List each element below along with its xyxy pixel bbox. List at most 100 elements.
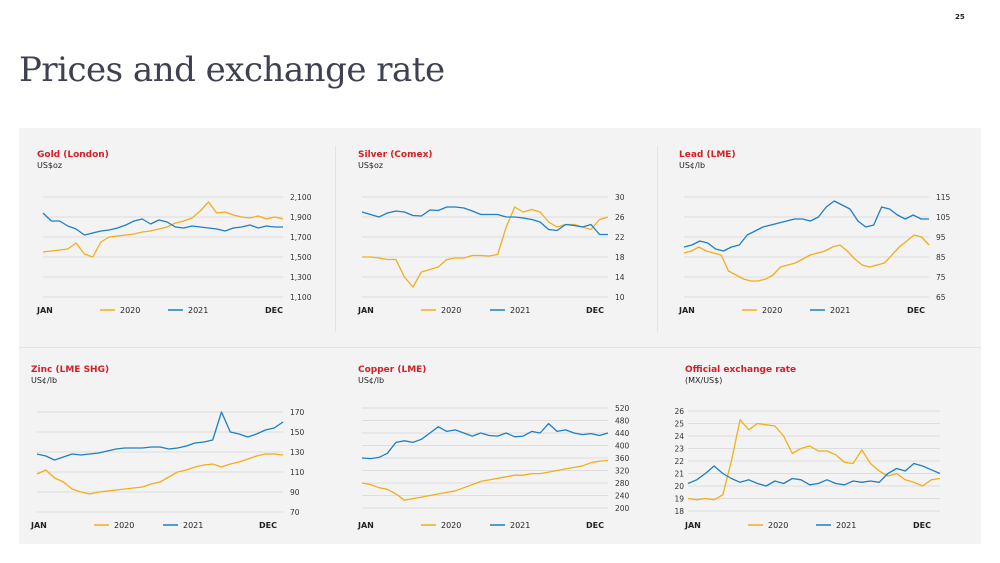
chart-official-exchange-rate: Official exchange rate(MX/US$) 26 25 24 23 22… <box>674 365 941 530</box>
chart-gold-london: Gold (London)US$oz 2,100 1,900 1,700 1,500 1,… <box>36 150 312 315</box>
legend-label-2021: 2021 <box>183 521 203 530</box>
chart-unit-label: (MX/US$) <box>685 376 722 385</box>
page-title: Prices and exchange rate <box>19 50 445 90</box>
x-axis-start-label: JAN <box>36 306 53 315</box>
y-tick-label: 320 <box>615 467 630 476</box>
legend-label-2021: 2021 <box>836 521 856 530</box>
y-tick-label: 110 <box>290 468 305 477</box>
series-line-2020 <box>36 453 284 495</box>
legend-label-2020: 2020 <box>120 306 140 315</box>
x-axis-end-label: DEC <box>586 306 604 315</box>
y-tick-label: 25 <box>674 420 684 429</box>
chart-copper-lme: Copper (LME)US¢/lb 520 480 440 400 360 320 280 2… <box>357 365 630 530</box>
y-tick-label: 400 <box>615 442 630 451</box>
x-axis-end-label: DEC <box>259 521 277 530</box>
series-line-2021 <box>361 206 608 236</box>
legend-label-2020: 2020 <box>441 306 461 315</box>
divider <box>335 146 336 332</box>
y-tick-label: 150 <box>290 428 305 437</box>
x-axis-start-label: JAN <box>357 306 374 315</box>
legend-label-2021: 2021 <box>188 306 208 315</box>
chart-unit-label: US$oz <box>37 161 62 170</box>
y-tick-label: 14 <box>615 273 625 282</box>
y-tick-label: 30 <box>615 193 625 202</box>
chart-title: Official exchange rate <box>685 365 796 375</box>
legend-label-2020: 2020 <box>768 521 788 530</box>
y-tick-label: 20 <box>674 482 684 491</box>
y-tick-label: 480 <box>615 417 630 426</box>
x-axis-start-label: JAN <box>357 521 374 530</box>
x-axis-end-label: DEC <box>586 521 604 530</box>
y-tick-label: 18 <box>615 253 625 262</box>
chart-lead-lme: Lead (LME)US¢/lb 115 105 95 85 75 65 JAN DEC 2020… <box>678 150 951 315</box>
series-line-2021 <box>687 462 941 487</box>
x-axis-end-label: DEC <box>265 306 283 315</box>
series-line-2020 <box>683 234 930 282</box>
chart-title: Lead (LME) <box>679 150 736 160</box>
x-axis-start-label: JAN <box>684 521 701 530</box>
y-tick-label: 2,100 <box>290 193 312 202</box>
chart-title: Gold (London) <box>37 150 109 160</box>
y-tick-label: 23 <box>674 445 684 454</box>
y-tick-label: 170 <box>290 408 305 417</box>
y-tick-label: 19 <box>674 495 684 504</box>
legend-label-2021: 2021 <box>510 306 530 315</box>
y-tick-label: 21 <box>674 470 684 479</box>
series-line-2021 <box>42 212 283 236</box>
chart-title: Zinc (LME SHG) <box>31 365 109 375</box>
y-tick-label: 440 <box>615 429 630 438</box>
x-axis-start-label: JAN <box>678 306 695 315</box>
series-line-2020 <box>362 206 609 288</box>
y-tick-label: 520 <box>615 404 630 413</box>
series-line-2020 <box>361 459 609 501</box>
x-axis-end-label: DEC <box>907 306 925 315</box>
chart-silver-comex: Silver (Comex)US$oz 30 26 22 18 14 10 JAN DEC 202… <box>357 150 625 315</box>
legend-label-2021: 2021 <box>510 521 530 530</box>
y-tick-label: 24 <box>674 432 684 441</box>
chart-unit-label: US¢/lb <box>358 376 384 385</box>
legend-label-2021: 2021 <box>830 306 850 315</box>
y-tick-label: 22 <box>615 233 625 242</box>
chart-zinc-lme-shg: Zinc (LME SHG)US¢/lb 170 150 130 110 90 70 JAN D… <box>30 365 305 530</box>
y-tick-label: 115 <box>936 193 951 202</box>
y-tick-label: 70 <box>290 508 300 517</box>
chart-title: Copper (LME) <box>358 365 426 375</box>
y-tick-label: 1,500 <box>290 253 312 262</box>
chart-unit-label: US$oz <box>358 161 383 170</box>
y-tick-label: 85 <box>936 253 946 262</box>
page-number: 25 <box>955 13 965 21</box>
y-tick-label: 1,100 <box>290 293 312 302</box>
y-tick-label: 22 <box>674 457 684 466</box>
y-tick-label: 1,700 <box>290 233 312 242</box>
series-line-2020 <box>687 419 941 501</box>
chart-unit-label: US¢/lb <box>31 376 57 385</box>
y-tick-label: 26 <box>674 407 684 416</box>
y-tick-label: 10 <box>615 293 625 302</box>
divider <box>19 347 981 348</box>
y-tick-label: 240 <box>615 492 630 501</box>
y-tick-label: 90 <box>290 488 300 497</box>
legend-label-2020: 2020 <box>762 306 782 315</box>
x-axis-end-label: DEC <box>913 521 931 530</box>
y-tick-label: 130 <box>290 448 305 457</box>
y-tick-label: 1,900 <box>290 213 312 222</box>
chart-title: Silver (Comex) <box>358 150 433 160</box>
y-tick-label: 65 <box>936 293 946 302</box>
y-tick-label: 1,300 <box>290 273 312 282</box>
y-tick-label: 18 <box>674 507 684 516</box>
series-line-2020 <box>42 201 284 258</box>
series-line-2021 <box>361 422 609 460</box>
series-line-2021 <box>36 411 284 461</box>
legend-label-2020: 2020 <box>114 521 134 530</box>
y-tick-label: 360 <box>615 454 630 463</box>
y-tick-label: 105 <box>936 213 951 222</box>
series-line-2021 <box>683 200 929 252</box>
x-axis-start-label: JAN <box>30 521 47 530</box>
legend-label-2020: 2020 <box>441 521 461 530</box>
y-tick-label: 75 <box>936 273 946 282</box>
y-tick-label: 200 <box>615 504 630 513</box>
divider <box>657 146 658 332</box>
chart-unit-label: US¢/lb <box>679 161 705 170</box>
y-tick-label: 280 <box>615 479 630 488</box>
